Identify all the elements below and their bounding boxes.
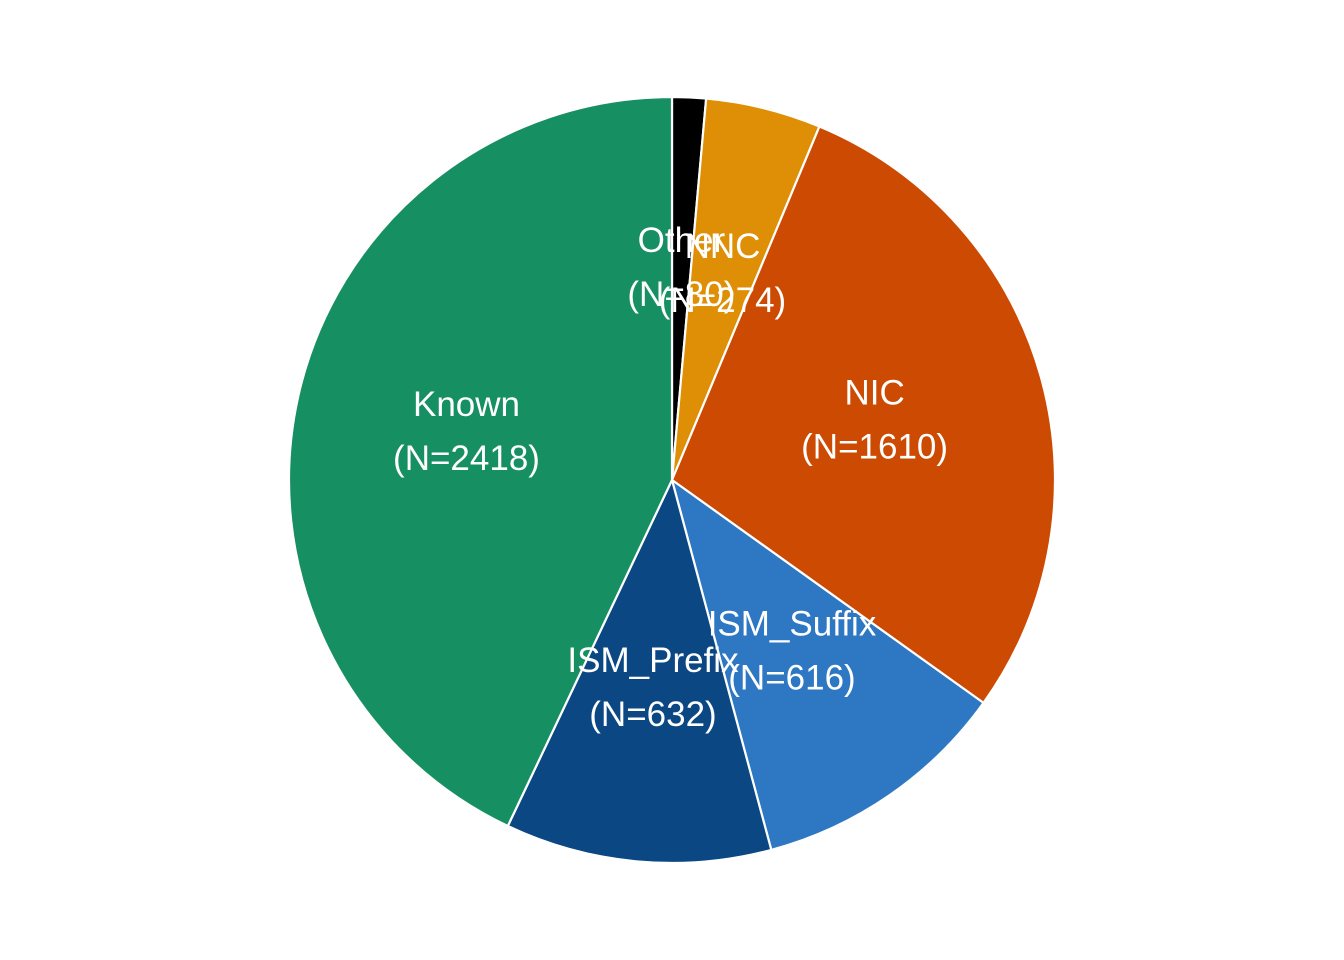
slice-count-ism-suffix: (N=616) xyxy=(728,658,855,697)
slice-count-nic: (N=1610) xyxy=(801,428,948,467)
slice-count-ism-prefix: (N=632) xyxy=(589,695,716,734)
slice-count-other: (N=80) xyxy=(627,275,735,314)
slice-label-other: Other xyxy=(638,221,726,260)
slice-label-nnc: NNC xyxy=(685,227,761,266)
slice-label-ism-prefix: ISM_Prefix xyxy=(567,641,739,680)
pie-slice-nic xyxy=(670,125,1057,705)
pie-labels: Other (N=80) NNC (N=274) NIC (N=1610) ISM_Suff… xyxy=(393,221,948,734)
slice-label-nic: NIC xyxy=(844,374,904,413)
pie-slice-ism-suffix xyxy=(670,477,986,852)
pie-slice-known xyxy=(287,95,674,828)
pie-slice-ism-prefix xyxy=(506,476,773,865)
slice-count-nnc: (N=274) xyxy=(659,281,786,320)
pie-slices xyxy=(287,95,1057,865)
slice-label-known: Known xyxy=(413,385,520,424)
slice-label-ism-suffix: ISM_Suffix xyxy=(708,604,877,643)
slice-count-known: (N=2418) xyxy=(393,439,540,478)
